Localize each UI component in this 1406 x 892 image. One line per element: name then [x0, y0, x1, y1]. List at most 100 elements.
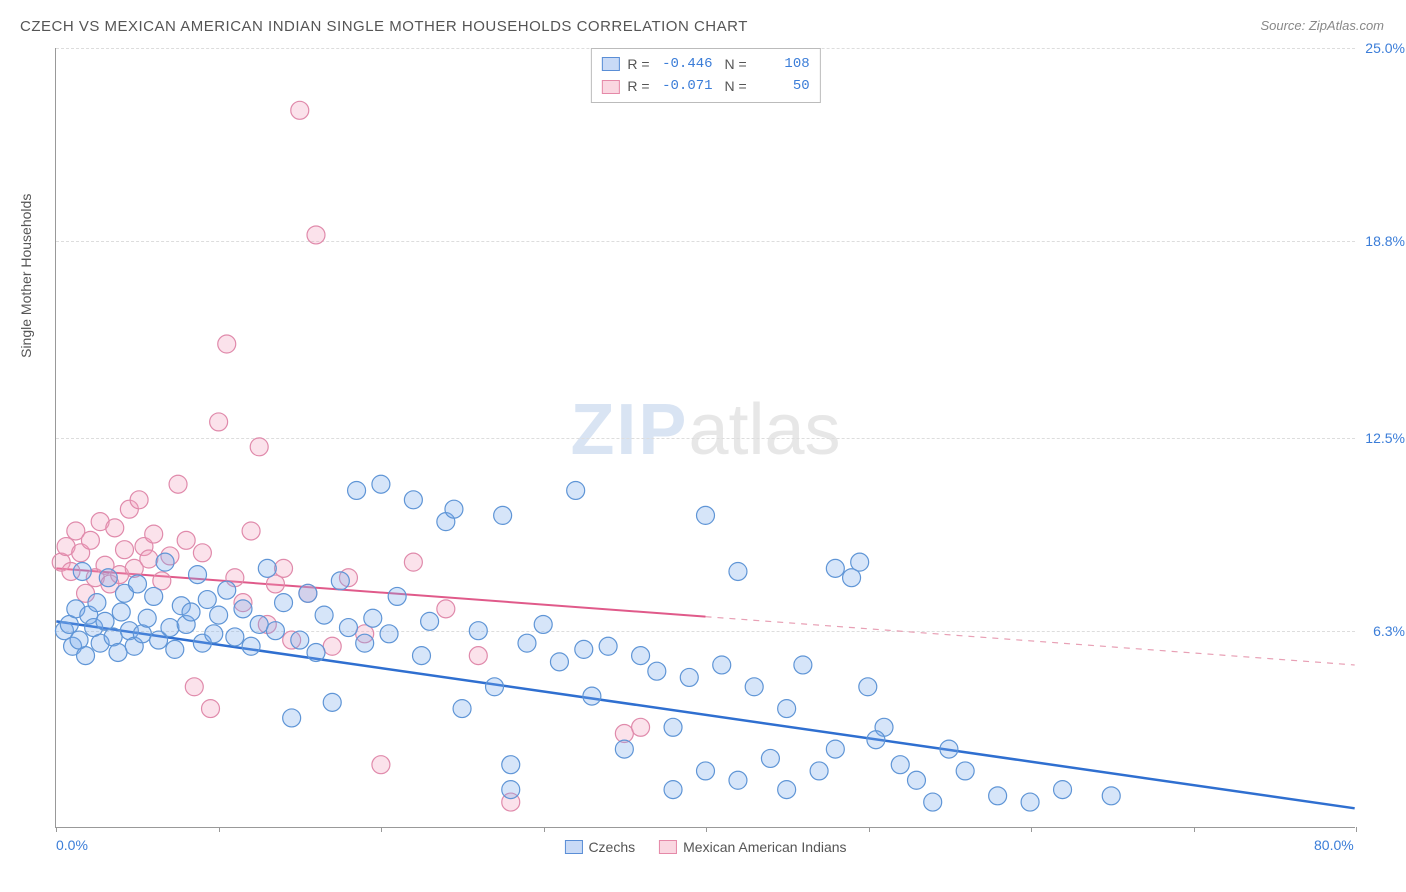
scatter-points	[56, 48, 1355, 827]
x-tick-label: 0.0%	[56, 837, 88, 853]
y-tick-label: 6.3%	[1357, 623, 1405, 639]
y-tick-label: 12.5%	[1357, 430, 1405, 446]
legend-row-mexican: R = -0.071 N = 50	[601, 75, 809, 97]
x-tick	[1194, 827, 1195, 832]
data-point	[550, 653, 568, 671]
data-point	[99, 569, 117, 587]
data-point	[250, 438, 268, 456]
data-point	[632, 718, 650, 736]
data-point	[112, 603, 130, 621]
x-tick	[381, 827, 382, 832]
data-point	[1054, 781, 1072, 799]
data-point	[826, 559, 844, 577]
data-point	[323, 693, 341, 711]
data-point	[140, 550, 158, 568]
data-point	[851, 553, 869, 571]
data-point	[453, 700, 471, 718]
data-point	[77, 647, 95, 665]
data-point	[356, 634, 374, 652]
data-point	[437, 600, 455, 618]
swatch-icon	[601, 80, 619, 94]
data-point	[88, 594, 106, 612]
data-point	[632, 647, 650, 665]
data-point	[469, 622, 487, 640]
data-point	[218, 335, 236, 353]
data-point	[1021, 793, 1039, 811]
n-value: 108	[755, 53, 810, 75]
chart-title: CZECH VS MEXICAN AMERICAN INDIAN SINGLE …	[20, 18, 748, 35]
data-point	[169, 475, 187, 493]
data-point	[445, 500, 463, 518]
data-point	[307, 226, 325, 244]
data-point	[494, 506, 512, 524]
legend-label: Czechs	[588, 839, 635, 855]
data-point	[205, 625, 223, 643]
data-point	[364, 609, 382, 627]
data-point	[729, 771, 747, 789]
data-point	[291, 631, 309, 649]
data-point	[534, 615, 552, 633]
data-point	[404, 553, 422, 571]
swatch-icon	[564, 840, 582, 854]
data-point	[242, 522, 260, 540]
x-tick	[706, 827, 707, 832]
data-point	[583, 687, 601, 705]
correlation-chart: CZECH VS MEXICAN AMERICAN INDIAN SINGLE …	[0, 0, 1406, 892]
data-point	[185, 678, 203, 696]
data-point	[275, 559, 293, 577]
legend-label: Mexican American Indians	[683, 839, 846, 855]
y-tick-label: 18.8%	[1357, 233, 1405, 249]
y-axis-title: Single Mother Households	[18, 194, 34, 358]
r-value: -0.446	[658, 53, 713, 75]
data-point	[81, 531, 99, 549]
legend-item-mexican: Mexican American Indians	[659, 839, 846, 855]
data-point	[315, 606, 333, 624]
data-point	[166, 640, 184, 658]
data-point	[388, 587, 406, 605]
data-point	[372, 756, 390, 774]
data-point	[250, 615, 268, 633]
x-tick	[219, 827, 220, 832]
data-point	[258, 559, 276, 577]
data-point	[299, 584, 317, 602]
data-point	[404, 491, 422, 509]
data-point	[502, 756, 520, 774]
data-point	[307, 644, 325, 662]
data-point	[891, 756, 909, 774]
data-point	[421, 612, 439, 630]
series-legend: Czechs Mexican American Indians	[564, 839, 846, 855]
r-value: -0.071	[658, 75, 713, 97]
data-point	[234, 600, 252, 618]
data-point	[859, 678, 877, 696]
data-point	[502, 781, 520, 799]
x-tick	[1356, 827, 1357, 832]
data-point	[145, 587, 163, 605]
x-tick-label: 80.0%	[1314, 837, 1354, 853]
data-point	[413, 647, 431, 665]
data-point	[567, 481, 585, 499]
data-point	[242, 637, 260, 655]
data-point	[989, 787, 1007, 805]
data-point	[182, 603, 200, 621]
data-point	[291, 101, 309, 119]
data-point	[729, 562, 747, 580]
data-point	[648, 662, 666, 680]
data-point	[161, 619, 179, 637]
legend-row-czechs: R = -0.446 N = 108	[601, 53, 809, 75]
data-point	[778, 700, 796, 718]
data-point	[372, 475, 390, 493]
data-point	[145, 525, 163, 543]
data-point	[810, 762, 828, 780]
data-point	[380, 625, 398, 643]
data-point	[778, 781, 796, 799]
data-point	[210, 606, 228, 624]
data-point	[599, 637, 617, 655]
data-point	[210, 413, 228, 431]
plot-area: ZIPatlas 6.3%12.5%18.8%25.0% 0.0%80.0% R…	[55, 48, 1355, 828]
data-point	[615, 740, 633, 758]
data-point	[177, 531, 195, 549]
x-tick	[1031, 827, 1032, 832]
y-tick-label: 25.0%	[1357, 40, 1405, 56]
data-point	[664, 718, 682, 736]
data-point	[575, 640, 593, 658]
